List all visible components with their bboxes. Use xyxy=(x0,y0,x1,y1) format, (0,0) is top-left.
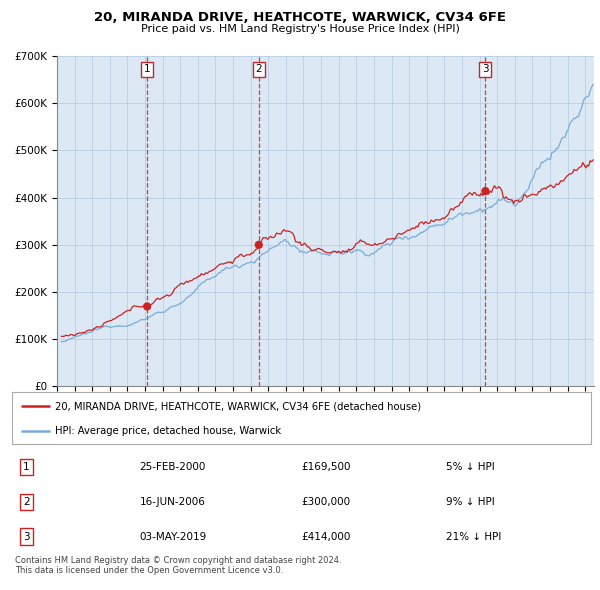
Text: 1: 1 xyxy=(23,463,30,473)
Text: 03-MAY-2019: 03-MAY-2019 xyxy=(139,532,206,542)
Text: 3: 3 xyxy=(23,532,30,542)
Text: 20, MIRANDA DRIVE, HEATHCOTE, WARWICK, CV34 6FE: 20, MIRANDA DRIVE, HEATHCOTE, WARWICK, C… xyxy=(94,11,506,24)
Text: 2: 2 xyxy=(23,497,30,507)
Text: 16-JUN-2006: 16-JUN-2006 xyxy=(139,497,205,507)
Text: Contains HM Land Registry data © Crown copyright and database right 2024.
This d: Contains HM Land Registry data © Crown c… xyxy=(15,556,341,575)
Text: 1: 1 xyxy=(144,64,151,74)
Text: HPI: Average price, detached house, Warwick: HPI: Average price, detached house, Warw… xyxy=(55,426,281,435)
Text: 3: 3 xyxy=(482,64,488,74)
Text: 9% ↓ HPI: 9% ↓ HPI xyxy=(446,497,495,507)
Text: 21% ↓ HPI: 21% ↓ HPI xyxy=(446,532,502,542)
Point xyxy=(254,240,263,250)
Text: 20, MIRANDA DRIVE, HEATHCOTE, WARWICK, CV34 6FE (detached house): 20, MIRANDA DRIVE, HEATHCOTE, WARWICK, C… xyxy=(55,401,422,411)
Text: 25-FEB-2000: 25-FEB-2000 xyxy=(139,463,206,473)
Point xyxy=(142,301,152,311)
Text: £169,500: £169,500 xyxy=(302,463,351,473)
Text: Price paid vs. HM Land Registry's House Price Index (HPI): Price paid vs. HM Land Registry's House … xyxy=(140,24,460,34)
Point xyxy=(481,186,490,196)
Text: 2: 2 xyxy=(256,64,262,74)
Text: £300,000: £300,000 xyxy=(302,497,350,507)
Text: £414,000: £414,000 xyxy=(302,532,351,542)
Text: 5% ↓ HPI: 5% ↓ HPI xyxy=(446,463,495,473)
